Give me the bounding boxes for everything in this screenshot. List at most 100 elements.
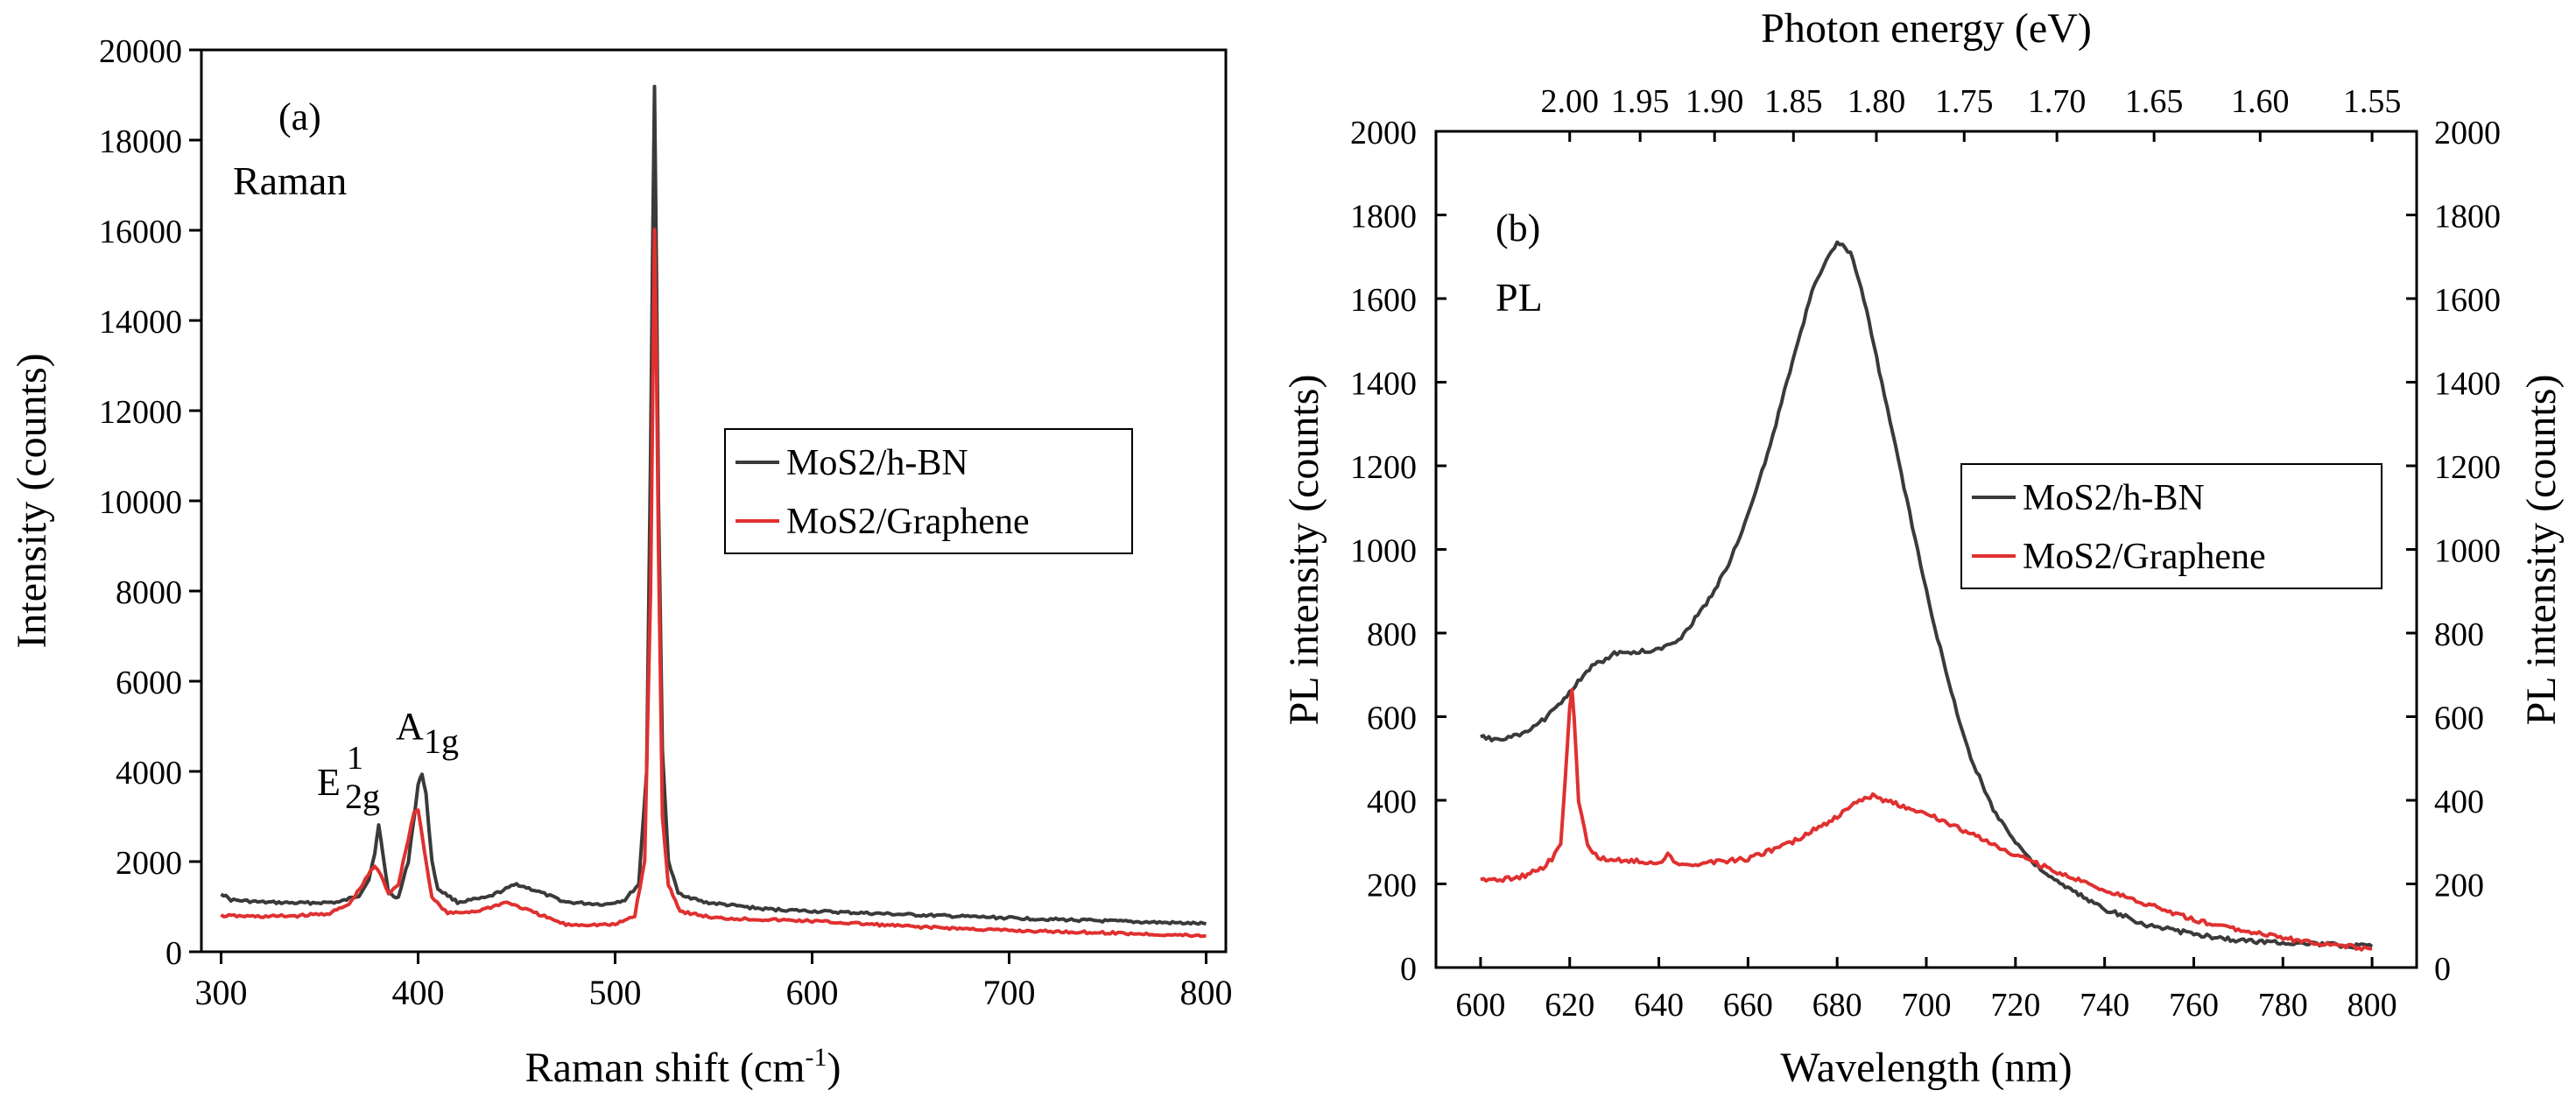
- y-tick-label: 1400: [1350, 366, 1417, 403]
- y-tick-label: 1200: [1350, 449, 1417, 486]
- panel-a-x-axis-label-main: Raman shift (cm: [525, 1045, 806, 1091]
- x-tick-label: 600: [1455, 987, 1505, 1024]
- y2-tick-label: 200: [2434, 868, 2484, 904]
- x-tick-label: 500: [589, 973, 642, 1012]
- legend-a-hbn-label: MoS2/h-BN: [786, 443, 968, 483]
- y-tick-label: 1000: [1350, 533, 1417, 570]
- y-tick-label: 6000: [116, 665, 182, 701]
- panel-a-subtitle: Raman: [233, 158, 347, 203]
- annotation-a1g: A1g: [396, 705, 459, 761]
- top-x-tick-label: 1.90: [1686, 83, 1744, 120]
- y-tick-label: 2000: [1350, 115, 1417, 151]
- annotation-e2g-letter: E: [317, 761, 341, 804]
- y-tick-label: 0: [1400, 951, 1417, 988]
- panel-b-top-axis-label: Photon energy (eV): [1761, 5, 2092, 52]
- y-tick-label: 600: [1367, 700, 1417, 737]
- y2-tick-label: 2000: [2434, 115, 2501, 151]
- x-tick-label: 720: [1990, 987, 2040, 1024]
- y-tick-label: 0: [165, 935, 182, 972]
- annotation-a1g-letter: A: [396, 705, 424, 748]
- panel-b-legend: MoS2/h-BN MoS2/Graphene: [1960, 463, 2382, 589]
- y2-tick-label: 1800: [2434, 199, 2501, 236]
- series-b-graphene-line: [1480, 687, 2373, 952]
- series-a-graphene-line: [220, 228, 1207, 939]
- y-tick-label: 10000: [99, 484, 182, 521]
- series-b-hbn-line: [1480, 240, 2374, 950]
- panel-b-x-axis-label: Wavelength (nm): [1780, 1045, 2072, 1091]
- panel-b-legend-box: [1960, 463, 2382, 589]
- x-tick-label: 800: [2347, 987, 2397, 1024]
- top-x-tick-label: 2.00: [1540, 83, 1599, 120]
- panel-b-series-layer: [1480, 240, 2374, 952]
- y-tick-label: 14000: [99, 304, 182, 341]
- x-tick-label: 300: [195, 973, 248, 1012]
- panel-b-label: (b): [1496, 207, 1540, 250]
- x-tick-label: 700: [1902, 987, 1952, 1024]
- y2-tick-label: 1600: [2434, 282, 2501, 319]
- y2-tick-label: 1000: [2434, 533, 2501, 570]
- y-tick-label: 16000: [99, 214, 182, 250]
- y2-tick-label: 0: [2434, 951, 2451, 988]
- top-x-tick-label: 1.60: [2231, 83, 2290, 120]
- top-x-tick-label: 1.85: [1764, 83, 1823, 120]
- top-x-tick-label: 1.80: [1848, 83, 1906, 120]
- annotation-e2g-sub: 2g: [345, 777, 380, 816]
- x-tick-label: 700: [983, 973, 1036, 1012]
- y-tick-label: 200: [1367, 868, 1417, 904]
- panel-a-label: (a): [278, 95, 321, 138]
- panel-a-y-axis-label: Intensity (counts): [9, 353, 55, 648]
- panel-b-y-axis-label: PL intensity (counts): [1281, 375, 1327, 726]
- annotation-e2g: E1 2g: [317, 740, 380, 816]
- panel-a-series-layer: [220, 84, 1207, 939]
- x-tick-label: 660: [1723, 987, 1773, 1024]
- x-tick-label: 600: [786, 973, 839, 1012]
- panel-b-subtitle: PL: [1496, 275, 1543, 320]
- panel-a-raman: 300 400 500 600 700 800 0 2000 4000 6000 8000 1000…: [9, 33, 1233, 1091]
- x-tick-label: 740: [2080, 987, 2129, 1024]
- top-x-tick-label: 1.75: [1935, 83, 1994, 120]
- panel-b-top-x-ticks: 2.00 1.95 1.90 1.85 1.80 1.75 1.70 1.65 1.60 1.55: [1540, 83, 2401, 142]
- panel-a-x-axis-label-end: ): [827, 1045, 841, 1091]
- annotation-e2g-sup: 1: [347, 740, 363, 777]
- legend-a-graphene-label: MoS2/Graphene: [786, 502, 1030, 542]
- y-tick-label: 8000: [116, 574, 182, 611]
- panel-a-legend-box: [724, 428, 1133, 554]
- y-tick-label: 400: [1367, 784, 1417, 820]
- y-tick-label: 1600: [1350, 282, 1417, 319]
- series-a-hbn-line: [220, 84, 1207, 926]
- y-tick-label: 20000: [99, 33, 182, 70]
- y-tick-label: 800: [1367, 616, 1417, 653]
- panel-b-x-ticks: 600 620 640 660 680 700 720 740 760 780 800: [1455, 957, 2397, 1024]
- panel-a-y-ticks: 0 2000 4000 6000 8000 10000 12000 14000 16000 180…: [99, 33, 201, 972]
- y-tick-label: 12000: [99, 394, 182, 431]
- y2-tick-label: 400: [2434, 784, 2484, 820]
- legend-b-hbn-label: MoS2/h-BN: [2023, 478, 2205, 518]
- panel-a-x-axis-label: Raman shift (cm-1): [525, 1043, 841, 1091]
- legend-b-graphene-label: MoS2/Graphene: [2023, 537, 2266, 577]
- y2-tick-label: 600: [2434, 700, 2484, 737]
- x-tick-label: 680: [1812, 987, 1862, 1024]
- panel-a-x-axis-label-sup: -1: [805, 1043, 827, 1072]
- y-tick-label: 4000: [116, 755, 182, 792]
- panel-a-x-ticks: 300 400 500 600 700 800: [195, 952, 1233, 1012]
- top-x-tick-label: 1.55: [2343, 83, 2402, 120]
- panel-b-right-y-axis-label: PL intensity (counts): [2518, 375, 2565, 726]
- y-tick-label: 2000: [116, 845, 182, 882]
- top-x-tick-label: 1.65: [2125, 83, 2184, 120]
- y-tick-label: 1800: [1350, 199, 1417, 236]
- x-tick-label: 620: [1545, 987, 1594, 1024]
- y2-tick-label: 1400: [2434, 366, 2501, 403]
- top-x-tick-label: 1.70: [2028, 83, 2087, 120]
- y2-tick-label: 1200: [2434, 449, 2501, 486]
- top-x-tick-label: 1.95: [1611, 83, 1670, 120]
- panel-b-y-ticks: 0 200 400 600 800 1000 1200 1400 1600 1800 2000: [1350, 115, 1446, 988]
- annotation-a1g-sub: 1g: [424, 721, 459, 761]
- panel-a-legend: MoS2/h-BN MoS2/Graphene: [724, 428, 1133, 554]
- panel-b-right-y-ticks: 0 200 400 600 800 1000 1200 1400 1600 1800 2000: [2406, 115, 2501, 988]
- panel-b-pl: 600 620 640 660 680 700 720 740 760 780 800 0 200 40…: [1281, 5, 2565, 1091]
- x-tick-label: 400: [392, 973, 445, 1012]
- y2-tick-label: 800: [2434, 616, 2484, 653]
- x-tick-label: 760: [2169, 987, 2219, 1024]
- y-tick-label: 18000: [99, 123, 182, 160]
